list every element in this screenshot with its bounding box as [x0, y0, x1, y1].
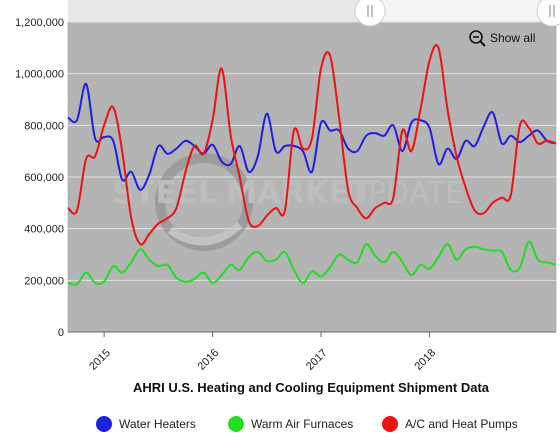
x-tick-label: 2015	[87, 347, 113, 373]
navigator-selection[interactable]	[370, 0, 560, 22]
y-tick-label: 200,000	[24, 275, 64, 287]
y-tick-label: 0	[58, 327, 64, 339]
navigator-right-handle[interactable]	[536, 0, 560, 27]
series-line-water-heaters[interactable]	[67, 82, 557, 191]
watermark: STEEL MARKET UPDATE	[112, 153, 464, 251]
legend-marker	[96, 416, 112, 432]
navigator-left-handle[interactable]	[354, 0, 386, 27]
x-axis-ticks: 2015 2016 2017 2018	[87, 332, 438, 373]
y-tick-label: 400,000	[24, 224, 64, 236]
y-axis-ticks: 0 200,000 400,000 600,000 800,000 1,000,000 1,…	[15, 17, 64, 339]
x-tick-label: 2018	[412, 347, 438, 373]
y-tick-label: 1,000,000	[15, 69, 64, 81]
y-tick-label: 1,200,000	[15, 17, 64, 29]
legend: Water Heaters Warm Air Furnaces A/C and He…	[96, 416, 518, 432]
legend-item-water-heaters[interactable]: Water Heaters	[96, 416, 196, 432]
legend-label: Water Heaters	[119, 417, 196, 431]
watermark-logo-swoosh	[167, 221, 243, 246]
legend-item-warm-air-furnaces[interactable]: Warm Air Furnaces	[228, 416, 353, 432]
gridlines	[68, 21, 556, 281]
legend-marker	[382, 416, 398, 432]
y-tick-label: 800,000	[24, 120, 64, 132]
show-all-label: Show all	[490, 31, 535, 45]
x-tick-label: 2017	[304, 347, 330, 373]
legend-label: A/C and Heat Pumps	[405, 417, 518, 431]
chart-title: AHRI U.S. Heating and Cooling Equipment …	[133, 380, 490, 395]
legend-label: Warm Air Furnaces	[251, 417, 353, 431]
legend-marker	[228, 416, 244, 432]
series-lines	[67, 43, 557, 286]
show-all-button[interactable]: Show all	[464, 28, 544, 48]
watermark-text-3: UPDATE	[346, 176, 464, 211]
series-line-warm-air-furnaces[interactable]	[67, 240, 557, 286]
series-line-a-c-and-heat-pumps[interactable]	[67, 43, 557, 246]
y-tick-label: 600,000	[24, 172, 64, 184]
watermark-logo-circle	[155, 153, 253, 251]
x-tick-label: 2016	[196, 347, 222, 373]
zoom-out-icon	[469, 30, 486, 47]
legend-item-a-c-and-heat-pumps[interactable]: A/C and Heat Pumps	[382, 416, 518, 432]
